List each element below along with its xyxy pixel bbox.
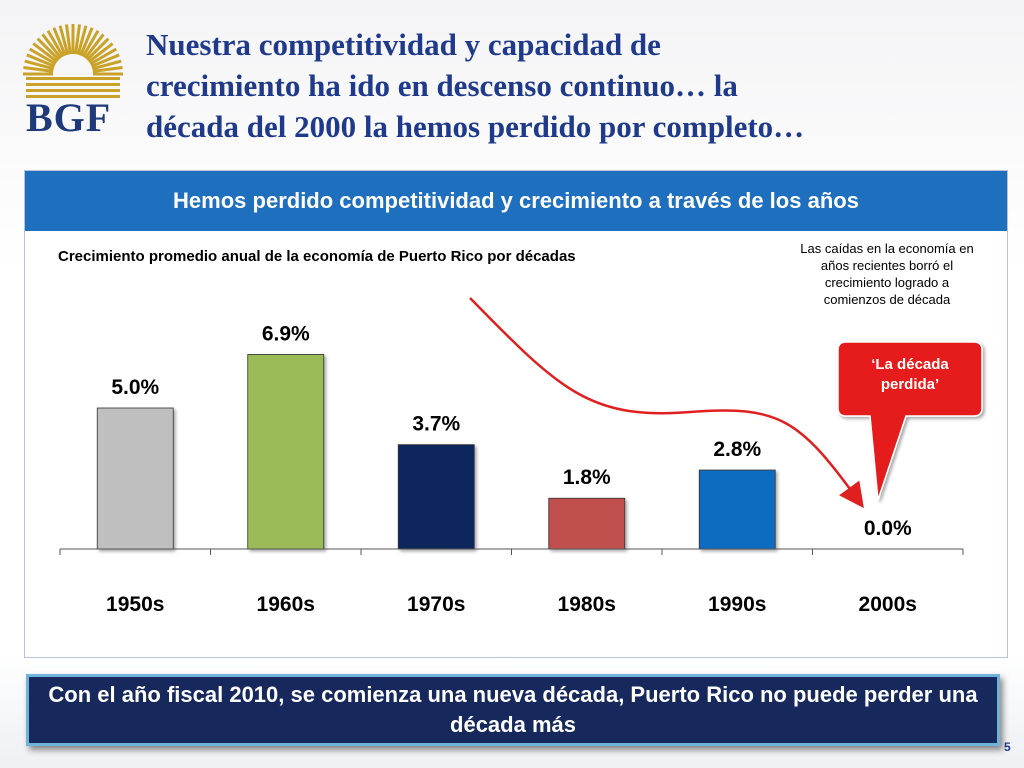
bar-1970s <box>397 444 475 550</box>
sunburst-ray <box>92 65 123 73</box>
sunburst-ray <box>89 47 118 66</box>
bar-1990s <box>698 469 776 550</box>
category-label-1980s: 1980s <box>558 593 616 616</box>
value-label-2000s: 0.0% <box>864 517 912 540</box>
value-label-1970s: 3.7% <box>412 413 460 436</box>
title-line-2: crecimiento ha ido en descenso continuo…… <box>146 68 738 103</box>
sunburst-ray <box>23 65 54 73</box>
sunburst-ray <box>86 37 110 61</box>
category-label-1960s: 1960s <box>257 593 315 616</box>
sunburst-ray <box>32 42 59 64</box>
horizon-stripe <box>26 89 120 92</box>
title-line-1: Nuestra competitividad y capacidad de <box>146 27 661 62</box>
footer-text: Con el año fiscal 2010, se comienza una … <box>48 682 978 737</box>
bar-1980s <box>548 497 626 550</box>
annotation-note: Las caídas en la economía en años recien… <box>800 241 974 307</box>
sunburst-ray <box>83 33 105 60</box>
sunburst-ray <box>26 53 56 68</box>
sunburst-ray <box>79 27 94 57</box>
panel-heading: Hemos perdido competitividad y crecimien… <box>25 171 1007 231</box>
sunburst-ray <box>91 59 122 71</box>
bgf-sunburst-logo <box>23 24 123 98</box>
sunburst-ray <box>28 47 57 66</box>
value-label-1990s: 2.8% <box>713 438 761 461</box>
category-label-1950s: 1950s <box>106 593 164 616</box>
horizon-stripe <box>26 77 120 80</box>
page-number: 5 <box>1004 740 1011 754</box>
sunburst-ray <box>90 53 120 68</box>
category-label-1990s: 1990s <box>708 593 766 616</box>
value-label-1960s: 6.9% <box>262 322 310 345</box>
category-label-1970s: 1970s <box>407 593 465 616</box>
lost-decade-callout <box>837 341 983 501</box>
sunburst-ray <box>87 42 114 64</box>
sunburst-ray <box>46 29 65 58</box>
callout-line-2: perdida’ <box>881 376 939 393</box>
bar-1950s <box>96 407 174 550</box>
sunburst-ray <box>52 27 67 57</box>
logo-text: BGF <box>26 95 112 140</box>
value-label-1950s: 5.0% <box>111 376 159 399</box>
value-label-1980s: 1.8% <box>563 466 611 489</box>
title-line-3: década del 2000 la hemos perdido por com… <box>146 109 805 144</box>
page-title: Nuestra competitividad y capacidad de cr… <box>146 24 1006 147</box>
sunburst-ray <box>74 24 82 55</box>
sunburst-ray <box>64 24 72 55</box>
category-label-2000s: 2000s <box>859 593 917 616</box>
bar-1960s <box>247 354 325 550</box>
sunburst-ray <box>36 37 60 61</box>
footer-banner: Con el año fiscal 2010, se comienza una … <box>26 674 1000 746</box>
horizon-stripe <box>26 83 120 86</box>
horizon-stripe <box>26 95 120 98</box>
sunburst-ray <box>58 25 70 56</box>
sunburst-ray <box>24 59 55 71</box>
sunburst-ray <box>76 25 88 56</box>
decline-arrow <box>469 297 864 509</box>
callout-line-1: ‘La década <box>871 356 949 373</box>
chart-title: Crecimiento promedio anual de la economí… <box>58 248 576 265</box>
sunburst-ray <box>81 29 100 58</box>
sunburst-ray <box>41 33 63 60</box>
